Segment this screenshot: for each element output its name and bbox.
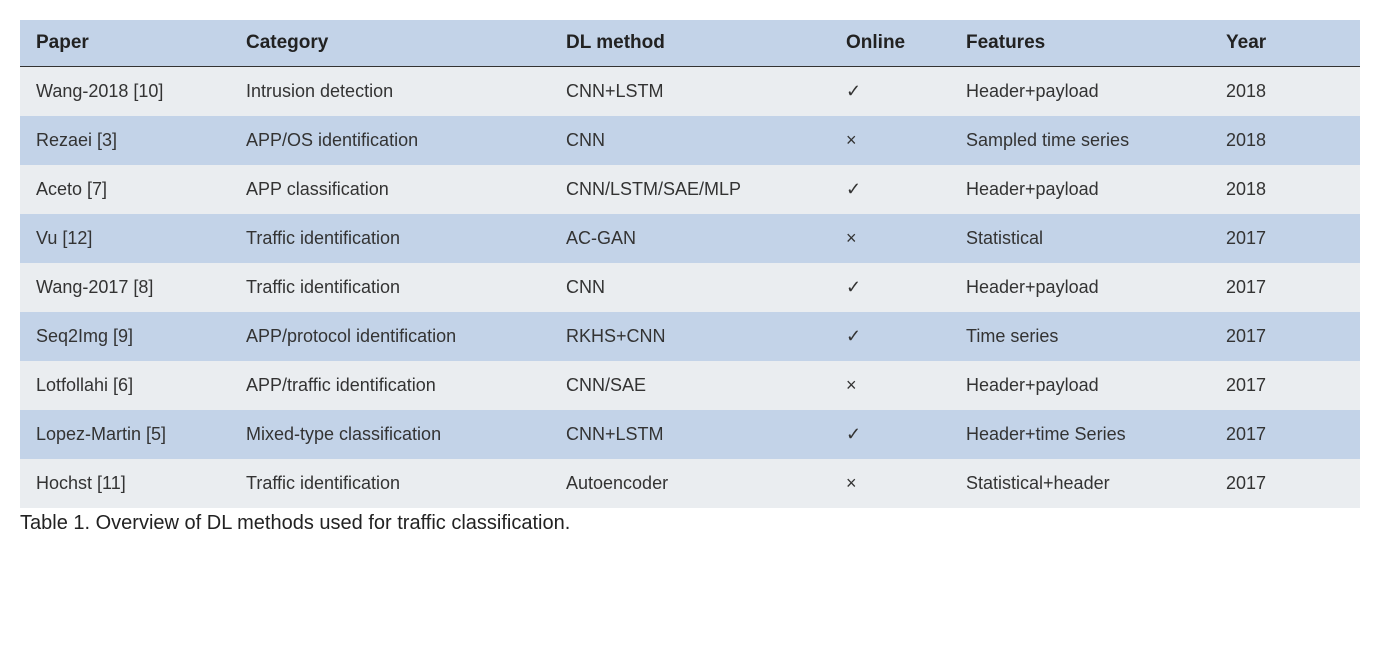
cell-year: 2018 — [1210, 67, 1360, 117]
cell-year: 2017 — [1210, 361, 1360, 410]
cell-year: 2017 — [1210, 459, 1360, 508]
cell-features: Header+payload — [950, 263, 1210, 312]
header-row: Paper Category DL method Online Features… — [20, 20, 1360, 67]
table-row: Lopez-Martin [5] Mixed-type classificati… — [20, 410, 1360, 459]
cell-paper: Lopez-Martin [5] — [20, 410, 230, 459]
cell-category: Traffic identification — [230, 459, 550, 508]
cell-category: APP classification — [230, 165, 550, 214]
cell-year: 2017 — [1210, 410, 1360, 459]
cell-category: APP/OS identification — [230, 116, 550, 165]
table-row: Vu [12] Traffic identification AC-GAN × … — [20, 214, 1360, 263]
cell-paper: Rezaei [3] — [20, 116, 230, 165]
cell-online: ✓ — [830, 67, 950, 117]
cell-category: APP/traffic identification — [230, 361, 550, 410]
cell-online: ✓ — [830, 165, 950, 214]
col-header-online: Online — [830, 20, 950, 67]
caption-text: Overview of DL methods used for traffic … — [90, 512, 570, 534]
table-row: Hochst [11] Traffic identification Autoe… — [20, 459, 1360, 508]
cell-category: Traffic identification — [230, 263, 550, 312]
cell-features: Header+payload — [950, 165, 1210, 214]
dl-methods-table: Paper Category DL method Online Features… — [20, 20, 1360, 508]
table-row: Lotfollahi [6] APP/traffic identificatio… — [20, 361, 1360, 410]
col-header-method: DL method — [550, 20, 830, 67]
cell-method: CNN — [550, 263, 830, 312]
cell-year: 2017 — [1210, 263, 1360, 312]
cell-online: × — [830, 361, 950, 410]
cell-category: Intrusion detection — [230, 67, 550, 117]
col-header-paper: Paper — [20, 20, 230, 67]
cell-paper: Wang-2018 [10] — [20, 67, 230, 117]
cell-paper: Seq2Img [9] — [20, 312, 230, 361]
col-header-category: Category — [230, 20, 550, 67]
table-row: Seq2Img [9] APP/protocol identification … — [20, 312, 1360, 361]
cell-year: 2018 — [1210, 165, 1360, 214]
cell-category: Traffic identification — [230, 214, 550, 263]
table-caption: Table 1. Overview of DL methods used for… — [20, 512, 1360, 535]
cell-paper: Aceto [7] — [20, 165, 230, 214]
cell-online: × — [830, 116, 950, 165]
cell-paper: Lotfollahi [6] — [20, 361, 230, 410]
table-row: Rezaei [3] APP/OS identification CNN × S… — [20, 116, 1360, 165]
cell-method: RKHS+CNN — [550, 312, 830, 361]
cell-method: Autoencoder — [550, 459, 830, 508]
table-row: Wang-2018 [10] Intrusion detection CNN+L… — [20, 67, 1360, 117]
cell-method: CNN/SAE — [550, 361, 830, 410]
col-header-features: Features — [950, 20, 1210, 67]
cell-category: APP/protocol identification — [230, 312, 550, 361]
cell-year: 2017 — [1210, 214, 1360, 263]
cell-features: Header+time Series — [950, 410, 1210, 459]
table-header: Paper Category DL method Online Features… — [20, 20, 1360, 67]
table-container: Paper Category DL method Online Features… — [20, 20, 1360, 535]
cell-online: × — [830, 214, 950, 263]
cell-features: Statistical+header — [950, 459, 1210, 508]
cell-features: Sampled time series — [950, 116, 1210, 165]
caption-label: Table 1. — [20, 512, 90, 534]
table-row: Aceto [7] APP classification CNN/LSTM/SA… — [20, 165, 1360, 214]
cell-paper: Wang-2017 [8] — [20, 263, 230, 312]
cell-features: Statistical — [950, 214, 1210, 263]
cell-features: Time series — [950, 312, 1210, 361]
cell-online: ✓ — [830, 410, 950, 459]
cell-paper: Vu [12] — [20, 214, 230, 263]
cell-online: × — [830, 459, 950, 508]
cell-category: Mixed-type classification — [230, 410, 550, 459]
cell-features: Header+payload — [950, 67, 1210, 117]
cell-method: CNN+LSTM — [550, 67, 830, 117]
col-header-year: Year — [1210, 20, 1360, 67]
cell-paper: Hochst [11] — [20, 459, 230, 508]
cell-features: Header+payload — [950, 361, 1210, 410]
cell-method: CNN/LSTM/SAE/MLP — [550, 165, 830, 214]
cell-year: 2017 — [1210, 312, 1360, 361]
cell-method: CNN+LSTM — [550, 410, 830, 459]
table-body: Wang-2018 [10] Intrusion detection CNN+L… — [20, 67, 1360, 509]
cell-online: ✓ — [830, 263, 950, 312]
cell-online: ✓ — [830, 312, 950, 361]
cell-method: CNN — [550, 116, 830, 165]
cell-year: 2018 — [1210, 116, 1360, 165]
cell-method: AC-GAN — [550, 214, 830, 263]
table-row: Wang-2017 [8] Traffic identification CNN… — [20, 263, 1360, 312]
